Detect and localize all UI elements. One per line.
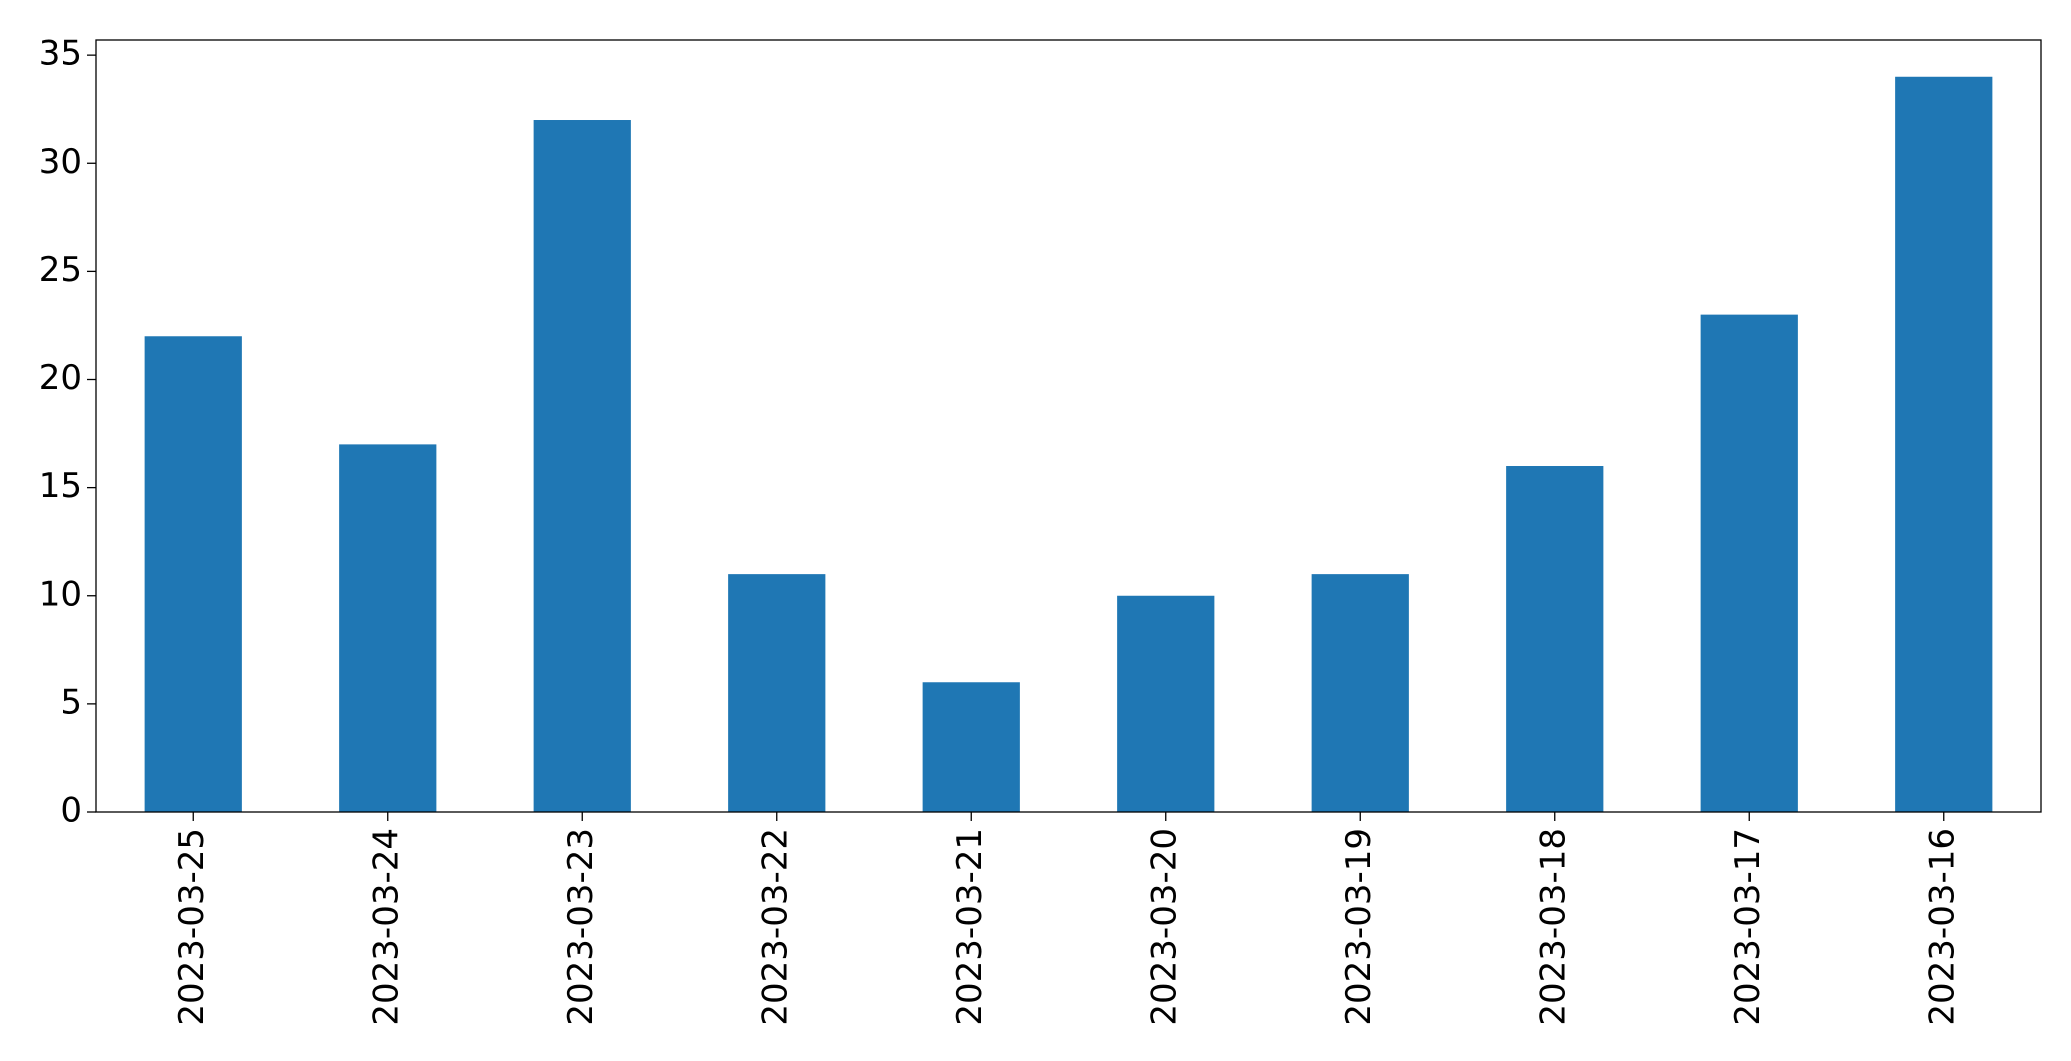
bar [1506,466,1604,812]
bar [1117,595,1215,812]
x-tick-label: 2023-03-17 [1728,828,1768,1026]
x-tick-label: 2023-03-25 [172,828,212,1026]
x-tick-label: 2023-03-22 [755,828,795,1026]
x-tick-label: 2023-03-23 [561,828,601,1026]
x-tick-label: 2023-03-18 [1533,828,1573,1026]
y-tick-label: 20 [39,358,82,398]
bar [1311,574,1409,812]
x-tick-label: 2023-03-20 [1144,828,1184,1026]
bar [339,444,437,812]
y-tick-label: 25 [39,250,82,290]
x-tick-label: 2023-03-16 [1922,828,1962,1026]
y-tick-label: 30 [39,142,82,182]
y-tick-label: 0 [60,791,82,831]
y-tick-label: 5 [60,682,82,722]
x-tick-label: 2023-03-19 [1339,828,1379,1026]
plot-frame [95,39,2042,813]
bar [533,120,631,812]
bar [144,336,242,812]
bar [922,682,1020,812]
x-tick-label: 2023-03-24 [366,828,406,1026]
y-tick-label: 35 [39,34,82,74]
y-tick-label: 10 [39,574,82,614]
y-tick-label: 15 [39,466,82,506]
bar [1895,76,1993,812]
x-tick-label: 2023-03-21 [950,828,990,1026]
bar [728,574,826,812]
bar [1700,314,1798,812]
